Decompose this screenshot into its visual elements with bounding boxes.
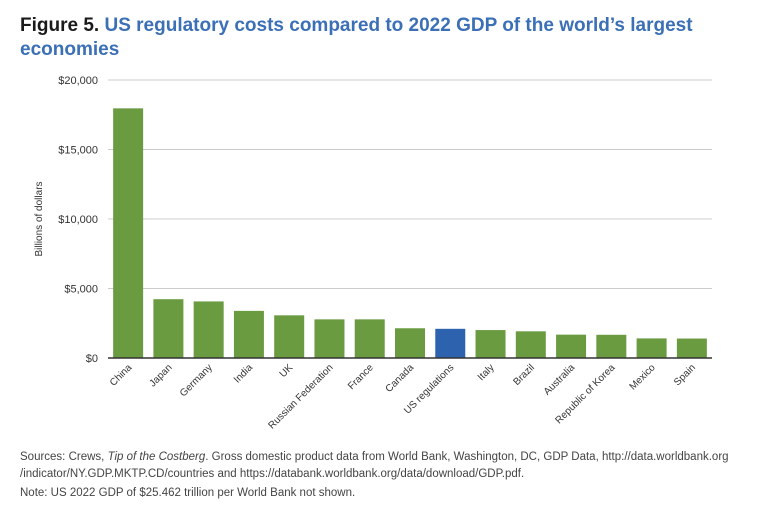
bar [596,334,627,358]
x-tick-label: UK [278,362,296,380]
x-tick-label: Mexico [628,362,658,392]
bar [515,331,546,358]
bar [354,319,385,358]
x-tick-label: India [232,362,255,385]
sources-rest: . Gross domestic product data from World… [20,451,729,480]
y-tick-label: $15,000 [58,145,98,157]
bar-chart: $0 $5,000 $10,000 $15,000 $20,000 Billions of… [34,75,712,431]
sources-prefix: Sources: Crews, [20,451,108,463]
bar [556,334,587,358]
y-tick-label: $0 [86,353,98,365]
bar [395,328,425,358]
bar [153,299,184,358]
x-tick-label: Australia [542,362,578,398]
sources-text: Sources: Crews, Tip of the Costberg. Gro… [20,449,750,483]
y-axis-label: Billions of dollars [34,181,45,256]
bar [676,338,707,358]
x-tick-label: Italy [476,362,497,383]
x-tick-label: Germany [178,362,215,399]
bar [314,319,345,358]
figure-title: Figure 5. US regulatory costs compared t… [20,14,740,62]
x-tick-label: China [108,362,135,389]
bar [636,338,667,358]
x-tick-label: Spain [672,362,698,388]
x-tick-label: France [346,362,376,392]
bar [193,301,224,358]
figure-title-text: US regulatory costs compared to 2022 GDP… [20,15,693,60]
y-tick-label: $5,000 [64,284,98,296]
note-text: Note: US 2022 GDP of $25.462 trillion pe… [20,487,356,499]
sources-italic: Tip of the Costberg [107,451,206,463]
bar [113,108,144,358]
bar [274,315,305,358]
x-tick-label: Japan [147,362,174,389]
y-tick-label: $20,000 [58,75,98,87]
bar [475,330,506,358]
figure-label: Figure 5. [20,15,100,36]
bar [435,328,466,358]
bar [233,310,264,358]
x-tick-label: Brazil [511,362,536,387]
x-tick-label: Canada [384,362,417,395]
y-tick-label: $10,000 [58,214,98,226]
